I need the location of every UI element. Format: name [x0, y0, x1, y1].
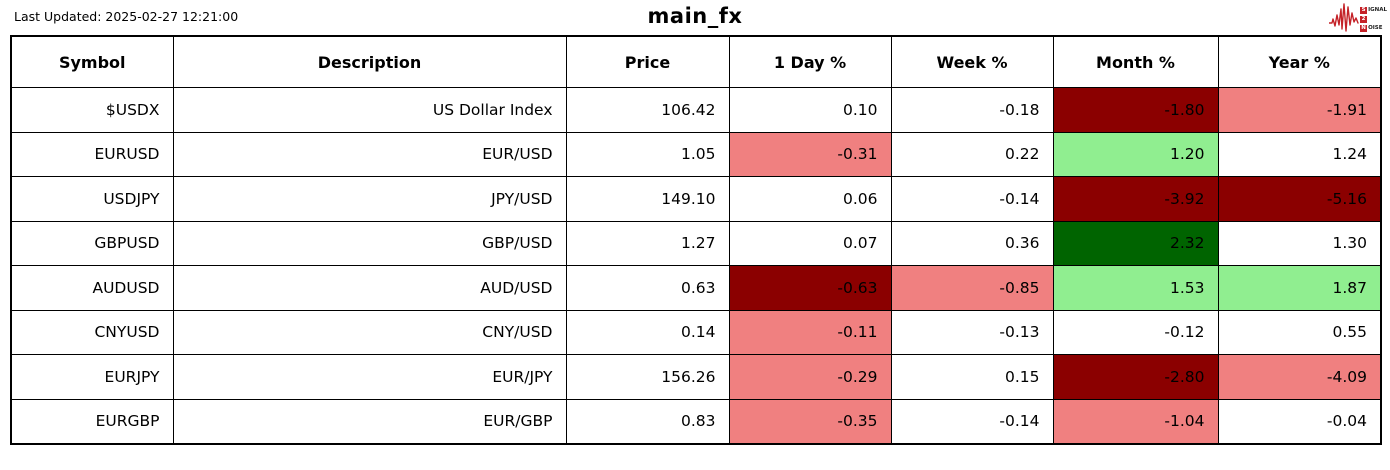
year-change-cell: 1.87	[1217, 265, 1382, 311]
logo-letter-n: N	[1360, 24, 1368, 32]
day-change-cell: -0.29	[728, 354, 892, 400]
year-change-cell: -5.16	[1217, 176, 1382, 222]
table-row: USDJPY JPY/USD 149.10 0.06 -0.14 -3.92 -…	[10, 176, 1382, 222]
day-change-cell: 0.10	[728, 87, 892, 133]
table-row: CNYUSD CNY/USD 0.14 -0.11 -0.13 -0.12 0.…	[10, 309, 1382, 355]
price-cell: 0.63	[565, 265, 730, 311]
table-row: $USDX US Dollar Index 106.42 0.10 -0.18 …	[10, 87, 1382, 133]
day-change-cell: -0.35	[728, 398, 892, 445]
table-row: GBPUSD GBP/USD 1.27 0.07 0.36 2.32 1.30	[10, 220, 1382, 266]
day-change-cell: -0.31	[728, 131, 892, 177]
logo-letter-2: 2	[1360, 15, 1368, 23]
symbol-cell: EURUSD	[10, 131, 174, 177]
year-change-cell: -0.04	[1217, 398, 1382, 445]
description-cell: US Dollar Index	[172, 87, 567, 133]
year-change-cell: 1.24	[1217, 131, 1382, 177]
week-change-cell: 0.22	[890, 131, 1054, 177]
week-change-cell: -0.85	[890, 265, 1054, 311]
month-change-cell: -2.80	[1052, 354, 1219, 400]
column-header-week: Week %	[890, 35, 1054, 88]
description-cell: JPY/USD	[172, 176, 567, 222]
day-change-cell: 0.07	[728, 220, 892, 266]
symbol-cell: CNYUSD	[10, 309, 174, 355]
signal2noise-logo: S IGNAL 2 N OISE	[1328, 1, 1387, 37]
month-change-cell: -3.92	[1052, 176, 1219, 222]
logo-word-signal: IGNAL	[1368, 7, 1387, 13]
price-cell: 106.42	[565, 87, 730, 133]
day-change-cell: -0.11	[728, 309, 892, 355]
price-cell: 156.26	[565, 354, 730, 400]
table-row: EURGBP EUR/GBP 0.83 -0.35 -0.14 -1.04 -0…	[10, 398, 1382, 445]
month-change-cell: -0.12	[1052, 309, 1219, 355]
year-change-cell: -1.91	[1217, 87, 1382, 133]
year-change-cell: 0.55	[1217, 309, 1382, 355]
year-change-cell: -4.09	[1217, 354, 1382, 400]
week-change-cell: -0.14	[890, 398, 1054, 445]
column-header-year: Year %	[1217, 35, 1382, 88]
page-title: main_fx	[647, 4, 743, 28]
column-header-month: Month %	[1052, 35, 1219, 88]
logo-letter-s: S	[1360, 6, 1368, 14]
month-change-cell: -1.04	[1052, 398, 1219, 445]
table-row: EURUSD EUR/USD 1.05 -0.31 0.22 1.20 1.24	[10, 131, 1382, 177]
year-change-cell: 1.30	[1217, 220, 1382, 266]
last-updated-text: Last Updated: 2025-02-27 12:21:00	[14, 9, 239, 24]
week-change-cell: 0.36	[890, 220, 1054, 266]
column-header-description: Description	[172, 35, 567, 88]
month-change-cell: 2.32	[1052, 220, 1219, 266]
logo-text: S IGNAL 2 N OISE	[1360, 6, 1387, 33]
month-change-cell: -1.80	[1052, 87, 1219, 133]
description-cell: CNY/USD	[172, 309, 567, 355]
price-cell: 0.14	[565, 309, 730, 355]
description-cell: EUR/JPY	[172, 354, 567, 400]
day-change-cell: -0.63	[728, 265, 892, 311]
description-cell: AUD/USD	[172, 265, 567, 311]
symbol-cell: AUDUSD	[10, 265, 174, 311]
symbol-cell: USDJPY	[10, 176, 174, 222]
column-header-price: Price	[565, 35, 730, 88]
description-cell: GBP/USD	[172, 220, 567, 266]
week-change-cell: -0.18	[890, 87, 1054, 133]
week-change-cell: -0.14	[890, 176, 1054, 222]
week-change-cell: 0.15	[890, 354, 1054, 400]
month-change-cell: 1.53	[1052, 265, 1219, 311]
description-cell: EUR/GBP	[172, 398, 567, 445]
fx-table: Symbol Description Price 1 Day % Week % …	[10, 35, 1382, 445]
symbol-cell: GBPUSD	[10, 220, 174, 266]
week-change-cell: -0.13	[890, 309, 1054, 355]
logo-word-noise: OISE	[1368, 25, 1383, 31]
price-cell: 1.05	[565, 131, 730, 177]
day-change-cell: 0.06	[728, 176, 892, 222]
price-cell: 1.27	[565, 220, 730, 266]
month-change-cell: 1.20	[1052, 131, 1219, 177]
waveform-icon	[1328, 1, 1359, 37]
price-cell: 0.83	[565, 398, 730, 445]
symbol-cell: EURGBP	[10, 398, 174, 445]
symbol-cell: $USDX	[10, 87, 174, 133]
table-row: AUDUSD AUD/USD 0.63 -0.63 -0.85 1.53 1.8…	[10, 265, 1382, 311]
table-row: EURJPY EUR/JPY 156.26 -0.29 0.15 -2.80 -…	[10, 354, 1382, 400]
symbol-cell: EURJPY	[10, 354, 174, 400]
column-header-symbol: Symbol	[10, 35, 174, 88]
column-header-day: 1 Day %	[728, 35, 892, 88]
description-cell: EUR/USD	[172, 131, 567, 177]
header-row: Symbol Description Price 1 Day % Week % …	[10, 35, 1382, 88]
price-cell: 149.10	[565, 176, 730, 222]
